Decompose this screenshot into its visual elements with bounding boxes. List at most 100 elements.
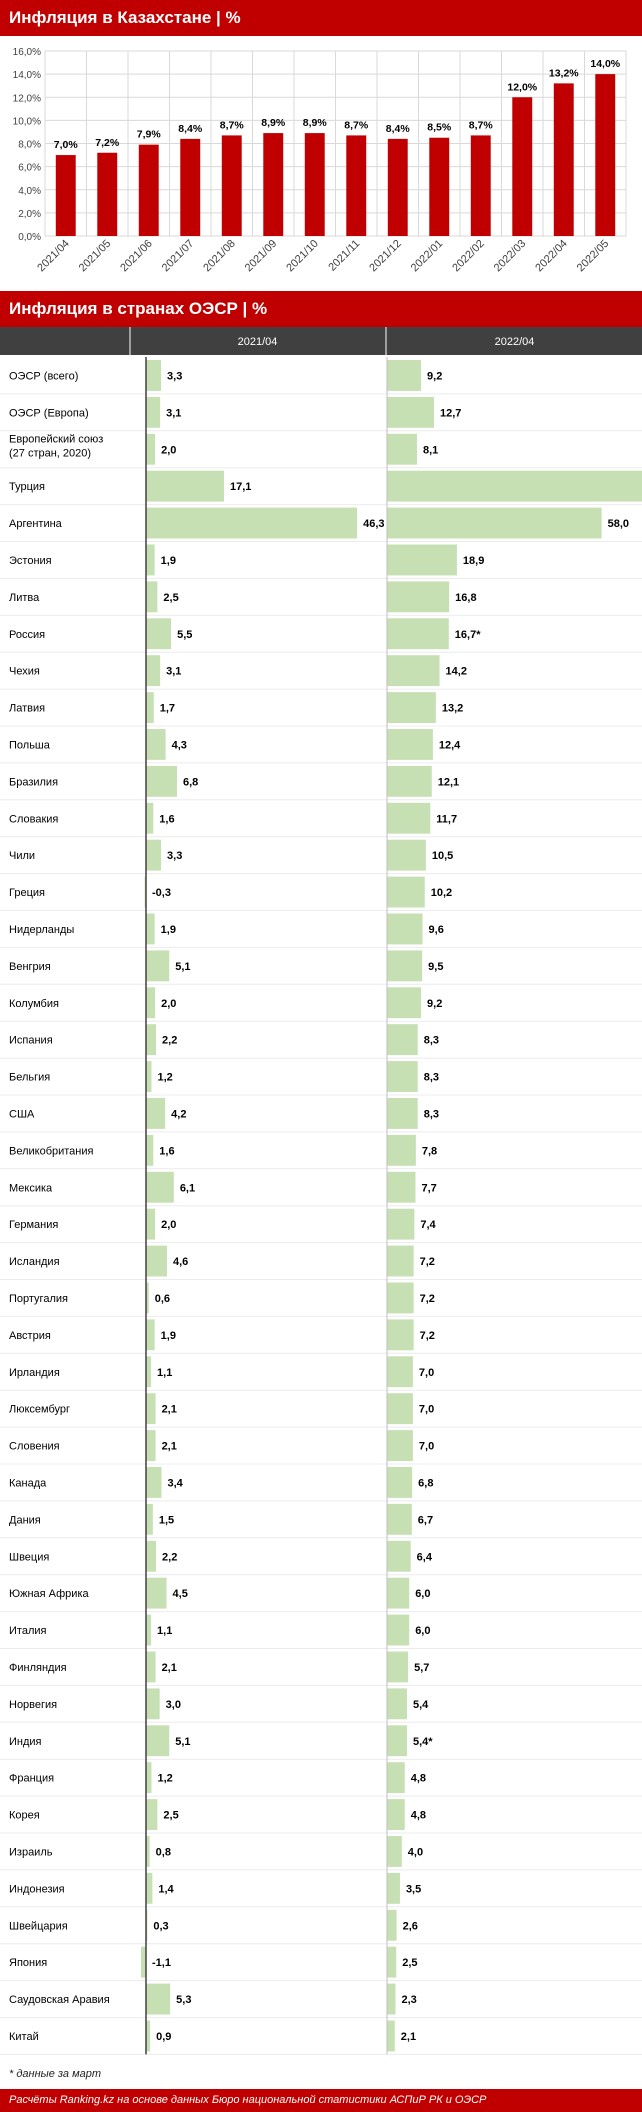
x-tick-label: 2021/11: [326, 238, 362, 274]
value-label-2021: 1,1: [157, 1625, 172, 1637]
data-label: 7,0%: [54, 139, 79, 151]
bar-2021: [146, 1614, 152, 1646]
value-label-2021: -1,1: [152, 1957, 171, 1969]
bar-2021: [146, 433, 156, 465]
bar-2021: [146, 618, 172, 650]
value-label-2021: 3,1: [166, 407, 181, 419]
country-name: Словакия: [9, 813, 58, 825]
bar-2022: [387, 1872, 400, 1904]
country-name: Швеция: [9, 1551, 49, 1563]
country-name: Европейский союз: [9, 433, 103, 445]
chart1-title: Инфляция в Казахстане | %: [0, 0, 642, 36]
data-label: 7,9%: [137, 129, 162, 141]
bar-2021: [146, 1836, 150, 1867]
bar-2022: [387, 1614, 410, 1646]
bar-2022: [387, 581, 450, 613]
data-label: 8,5%: [427, 122, 452, 134]
bar-2021: [146, 802, 154, 834]
value-label-2021: 1,4: [158, 1883, 174, 1895]
value-label-2021: 5,3: [176, 1994, 191, 2006]
value-label-2022: 4,8: [411, 1773, 426, 1785]
bar-2021: [146, 507, 358, 539]
bar-2021: [146, 1651, 156, 1683]
x-tick-label: 2021/05: [77, 238, 114, 275]
value-label-2022: 2,3: [402, 1994, 417, 2006]
bar-2021: [146, 1872, 153, 1904]
bar-2022: [387, 913, 423, 945]
value-label-2021: 0,9: [156, 2031, 171, 2043]
country-name: Германия: [9, 1219, 58, 1231]
value-label-2021: 1,6: [159, 813, 174, 825]
value-label-2022: 16,8: [455, 592, 476, 604]
bar: [512, 97, 533, 236]
bar-2021: [146, 581, 158, 613]
country-name: Бельгия: [9, 1072, 50, 1084]
bar-2022: [387, 433, 417, 465]
value-label-2022: 5,7: [414, 1662, 429, 1674]
value-label-2021: 6,1: [180, 1182, 195, 1194]
y-tick-label: 6,0%: [18, 163, 41, 174]
value-label-2022: 9,5: [428, 961, 443, 973]
country-name: Исландия: [9, 1256, 60, 1268]
value-label-2022: 7,0: [419, 1404, 434, 1416]
bar-2021: [146, 1208, 156, 1240]
value-label-2021: 4,6: [173, 1256, 188, 1268]
country-name: Португалия: [9, 1293, 68, 1305]
bar-2022: [387, 360, 422, 391]
country-name: Люксембург: [9, 1404, 70, 1416]
country-name: Венгрия: [9, 961, 51, 973]
bar-2021: [146, 839, 162, 871]
bar-2022: [387, 1540, 411, 1572]
value-label-2022: 8,1: [423, 444, 438, 456]
data-label: 8,7%: [220, 119, 245, 131]
country-name: Эстония: [9, 555, 52, 567]
value-label-2021: 0,6: [155, 1293, 170, 1305]
value-label-2022: 10,5: [432, 850, 453, 862]
value-label-2021: 2,0: [161, 444, 176, 456]
value-label-2021: 1,1: [157, 1367, 172, 1379]
bar-2022: [387, 1171, 416, 1203]
country-name: (27 стран, 2020): [9, 447, 91, 459]
value-label-2022: 7,8: [422, 1145, 437, 1157]
country-name: Канада: [9, 1477, 47, 1489]
value-label-2022: 4,8: [411, 1810, 426, 1822]
country-name: Россия: [9, 629, 45, 641]
bar-2021: [146, 1356, 152, 1388]
bar-2021: [146, 1799, 158, 1830]
bar: [595, 74, 616, 236]
value-label-2021: 1,5: [159, 1514, 174, 1526]
value-label-2021: 1,9: [161, 924, 176, 936]
data-label: 8,7%: [469, 119, 494, 131]
bar-2021: [146, 692, 154, 723]
bar-2021: [146, 1467, 162, 1498]
bar-2022: [387, 1799, 405, 1830]
value-label-2021: 1,6: [159, 1145, 174, 1157]
chart2-title: Инфляция в странах ОЭСР | %: [0, 291, 642, 327]
bar-2021: [146, 470, 224, 502]
value-label-2022: 6,8: [418, 1477, 433, 1489]
country-name: Чили: [9, 850, 35, 862]
data-label: 14,0%: [590, 58, 620, 70]
bar-2021: [146, 1430, 156, 1461]
value-label-2022: 9,2: [427, 998, 442, 1010]
country-name: Литва: [9, 592, 40, 604]
value-label-2021: 3,1: [166, 666, 181, 678]
country-name: Ирландия: [9, 1367, 60, 1379]
bar-2022: [387, 396, 434, 428]
country-name: Польша: [9, 739, 51, 751]
country-name: Аргентина: [9, 518, 63, 530]
y-tick-label: 10,0%: [13, 116, 41, 127]
bar: [470, 135, 491, 236]
value-label-2022: 12,4: [439, 739, 461, 751]
x-tick-label: 2022/01: [409, 238, 446, 275]
country-name: Греция: [9, 887, 45, 899]
data-label: 8,9%: [261, 117, 286, 129]
bar-2022: [387, 1836, 402, 1867]
country-name: Саудовская Аравия: [9, 1994, 110, 2006]
country-name: Словения: [9, 1441, 60, 1453]
bar-2022: [387, 618, 449, 650]
y-tick-label: 4,0%: [18, 186, 41, 197]
data-label: 8,9%: [303, 117, 328, 129]
value-label-2021: 1,9: [161, 1330, 176, 1342]
bar-2022: [387, 1430, 413, 1461]
